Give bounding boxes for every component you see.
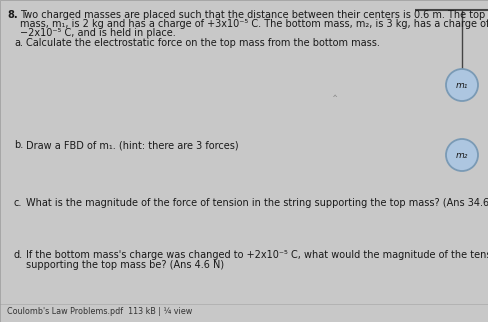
Text: Coulomb's Law Problems.pdf  113 kB | ¼ view: Coulomb's Law Problems.pdf 113 kB | ¼ vi…	[7, 307, 192, 316]
Text: c.: c.	[14, 198, 22, 208]
Text: m₁: m₁	[456, 80, 468, 90]
Text: b.: b.	[14, 140, 23, 150]
Text: a.: a.	[14, 38, 23, 48]
Text: Draw a FBD of m₁. (hint: there are 3 forces): Draw a FBD of m₁. (hint: there are 3 for…	[26, 140, 239, 150]
Text: ‸: ‸	[333, 83, 337, 97]
Text: mass, m₁, is 2 kg and has a charge of +3x10⁻⁵ C. The bottom mass, m₂, is 3 kg, h: mass, m₁, is 2 kg and has a charge of +3…	[20, 19, 488, 29]
Text: m₂: m₂	[456, 150, 468, 159]
Text: −2x10⁻⁵ C, and is held in place.: −2x10⁻⁵ C, and is held in place.	[20, 28, 176, 38]
Text: supporting the top mass be? (Ans 4.6 N): supporting the top mass be? (Ans 4.6 N)	[26, 260, 224, 270]
Circle shape	[446, 139, 478, 171]
Text: What is the magnitude of the force of tension in the string supporting the top m: What is the magnitude of the force of te…	[26, 198, 488, 208]
Circle shape	[446, 69, 478, 101]
Text: d.: d.	[14, 250, 23, 260]
Text: Calculate the electrostatic force on the top mass from the bottom mass.: Calculate the electrostatic force on the…	[26, 38, 380, 48]
Text: 8.: 8.	[7, 10, 18, 20]
Text: If the bottom mass's charge was changed to +2x10⁻⁵ C, what would the magnitude o: If the bottom mass's charge was changed …	[26, 250, 488, 260]
Text: Two charged masses are placed such that the distance between their centers is 0.: Two charged masses are placed such that …	[20, 10, 485, 20]
